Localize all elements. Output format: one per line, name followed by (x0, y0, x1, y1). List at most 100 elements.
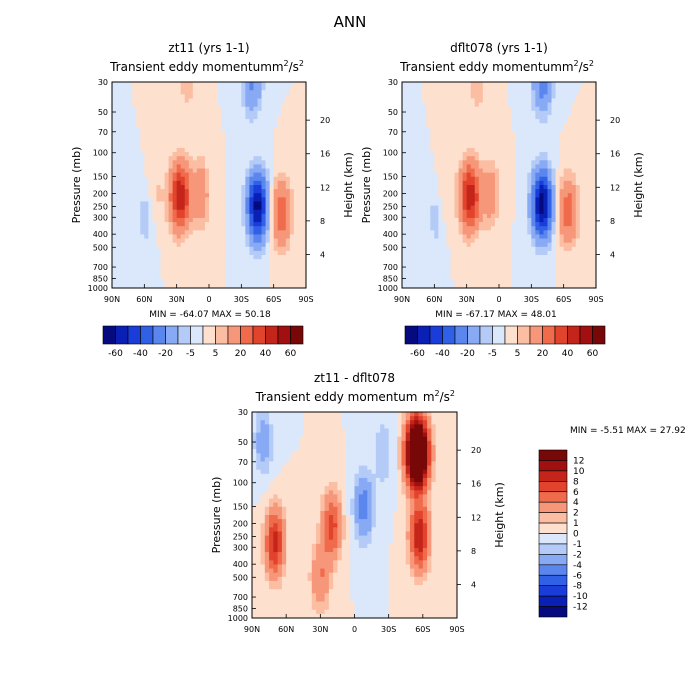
heatmap-cell (253, 259, 258, 264)
heatmap-cell (148, 267, 153, 272)
heatmap-cell (249, 123, 254, 128)
heatmap-cell (567, 193, 573, 198)
heatmap-cell (281, 226, 287, 231)
heatmap-cell (507, 86, 512, 91)
heatmap-cell (402, 279, 407, 285)
heatmap-cell (221, 242, 226, 248)
heatmap-cell (547, 189, 552, 194)
heatmap-cell (120, 119, 125, 124)
heatmap-cell (172, 82, 178, 87)
heatmap-cell (466, 147, 472, 153)
heatmap-cell (273, 267, 279, 272)
heatmap-cell (176, 135, 182, 141)
heatmap-cell (168, 283, 174, 289)
heatmap-cell (168, 230, 174, 235)
heatmap-cell (261, 242, 266, 248)
heatmap-cell (188, 230, 194, 235)
heatmap-cell (128, 259, 133, 264)
heatmap-cell (575, 131, 581, 136)
heatmap-cell (148, 242, 153, 248)
heatmap-cell (442, 172, 447, 178)
heatmap-cell (285, 197, 291, 202)
heatmap-cell (406, 127, 411, 132)
heatmap-cell (192, 114, 198, 120)
heatmap-cell (253, 102, 258, 108)
heatmap-cell (490, 279, 496, 285)
heatmap-cell (503, 238, 508, 244)
heatmap-cell (482, 255, 488, 260)
height-tick-label: 4 (320, 250, 325, 259)
heatmap-cell (583, 143, 589, 149)
heatmap-cell (128, 230, 133, 235)
heatmap-cell (180, 185, 186, 190)
height-tick-label: 4 (610, 250, 615, 259)
heatmap-cell (252, 465, 257, 471)
heatmap-cell (499, 98, 504, 103)
heatmap-cell (261, 246, 266, 252)
heatmap-cell (128, 123, 133, 128)
heatmap-cell (116, 160, 121, 165)
heatmap-cell (486, 98, 492, 103)
heatmap-cell (180, 114, 186, 120)
heatmap-cell (531, 217, 536, 223)
heatmap-cell (261, 168, 266, 174)
heatmap-cell (289, 217, 295, 223)
heatmap-cell (434, 123, 439, 128)
heatmap-cell (257, 205, 262, 211)
heatmap-cell (591, 131, 597, 136)
heatmap-cell (152, 114, 157, 120)
heatmap-cell (120, 143, 125, 149)
heatmap-cell (418, 82, 423, 87)
heatmap-cell (204, 156, 210, 161)
heatmap-cell (555, 135, 561, 141)
heatmap-cell (273, 205, 279, 211)
heatmap-cell (486, 102, 492, 108)
heatmap-cell (301, 114, 307, 120)
heatmap-cell (482, 90, 488, 95)
heatmap-cell (124, 213, 129, 219)
heatmap-cell (591, 82, 597, 87)
heatmap-cell (571, 164, 577, 169)
heatmap-cell (245, 234, 250, 239)
heatmap-cell (503, 189, 508, 194)
heatmap-cell (527, 267, 532, 272)
heatmap-cell (289, 127, 295, 132)
heatmap-cell (116, 98, 121, 103)
heatmap-cell (482, 164, 488, 169)
heatmap-cell (523, 259, 528, 264)
heatmap-cell (583, 123, 589, 128)
heatmap-cell (454, 168, 459, 174)
heatmap-cell (209, 106, 214, 112)
heatmap-cell (434, 279, 439, 285)
heatmap-cell (289, 250, 295, 256)
heatmap-cell (579, 209, 585, 215)
heatmap-cell (245, 209, 250, 215)
heatmap-cell (180, 263, 186, 268)
heatmap-cell (418, 189, 423, 194)
heatmap-cell (531, 234, 536, 239)
heatmap-cell (273, 259, 279, 264)
heatmap-cell (140, 90, 145, 95)
heatmap-cell (148, 90, 153, 95)
y-tick-label: 700 (93, 263, 108, 272)
heatmap-cell (434, 127, 439, 132)
heatmap-cell (547, 110, 552, 116)
heatmap-cell (535, 172, 540, 178)
height-axis-label: Height (km) (342, 152, 355, 218)
heatmap-cell (261, 176, 266, 182)
heatmap-cell (527, 259, 532, 264)
heatmap-cell (567, 106, 573, 112)
heatmap-cell (478, 205, 484, 211)
heatmap-cell (523, 185, 528, 190)
heatmap-cell (563, 205, 569, 211)
heatmap-cell (156, 90, 161, 95)
heatmap-cell (499, 267, 504, 272)
heatmap-cell (116, 193, 121, 198)
heatmap-cell (575, 263, 581, 268)
heatmap-cell (551, 164, 556, 169)
heatmap-cell (418, 106, 423, 112)
heatmap-cell (221, 197, 226, 202)
heatmap-cell (490, 234, 496, 239)
heatmap-cell (478, 90, 484, 95)
heatmap-cell (515, 246, 520, 252)
